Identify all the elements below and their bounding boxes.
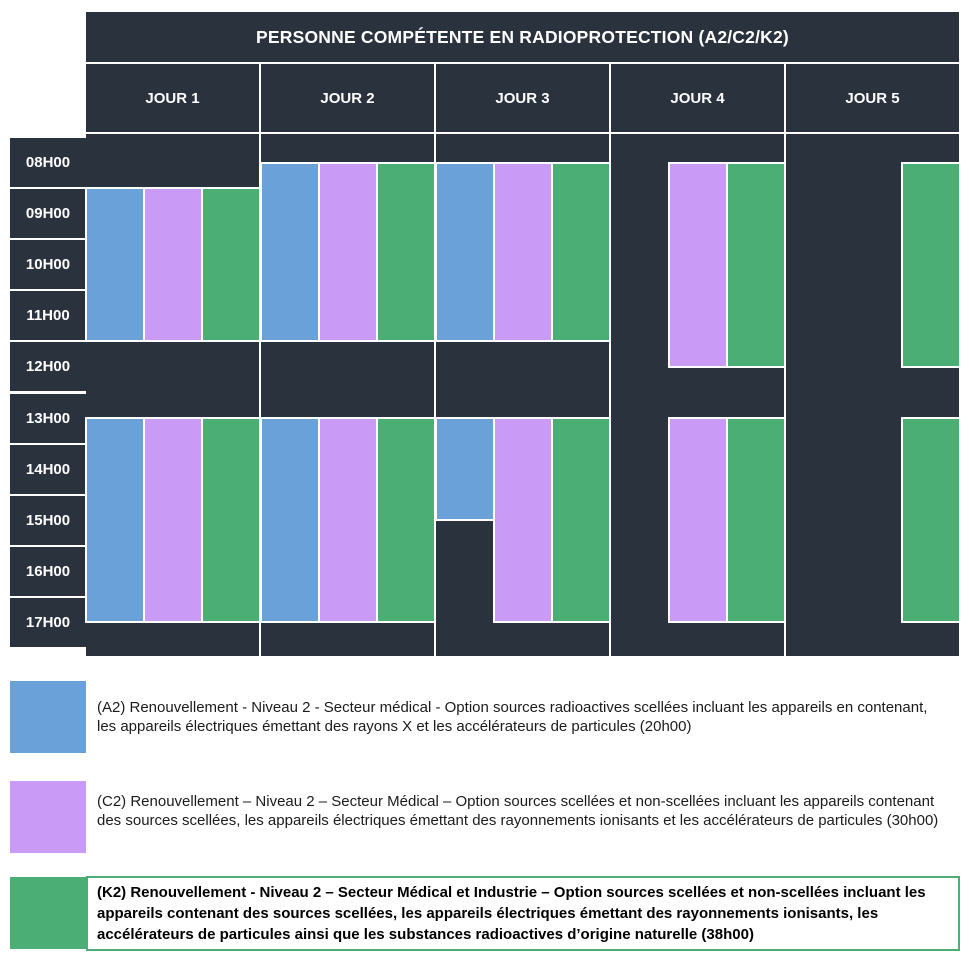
day-column-2 xyxy=(261,134,434,656)
time-cell-14h00: 14H00 xyxy=(10,445,86,494)
day-header-row: JOUR 1 JOUR 2 JOUR 3 JOUR 4 JOUR 5 xyxy=(86,64,959,132)
session-bar-k2-day5-pm xyxy=(903,419,959,622)
session-bar-c2-day3-am xyxy=(495,163,551,341)
session-bar-k2-day3-am xyxy=(553,163,609,341)
time-cell-13h00: 13H00 xyxy=(10,394,86,443)
session-bar-c2-day1-pm xyxy=(145,419,201,622)
time-cell-08h00: 08H00 xyxy=(10,138,86,187)
session-bar-a2-day2-am xyxy=(262,163,318,341)
schedule-grid xyxy=(86,134,959,656)
legend-section: (A2) Renouvellement - Niveau 2 - Secteur… xyxy=(0,660,969,965)
legend-swatch-c2 xyxy=(10,781,86,853)
session-bar-k2-day4-pm xyxy=(728,419,784,622)
session-bar-a2-day1-pm xyxy=(87,419,143,622)
session-bar-c2-day1-am xyxy=(145,189,201,341)
session-bar-k2-day4-am xyxy=(728,163,784,366)
session-bar-k2-day5-am xyxy=(903,163,959,366)
session-bar-k2-day1-pm xyxy=(203,419,259,622)
time-cell-10h00: 10H00 xyxy=(10,240,86,289)
day-header-cell-2: JOUR 2 xyxy=(261,64,434,132)
time-cell-12h00: 12H00 xyxy=(10,342,86,391)
legend-text-a2: (A2) Renouvellement - Niveau 2 - Secteur… xyxy=(97,699,928,735)
time-cell-16h00: 16H00 xyxy=(10,547,86,596)
time-cell-15h00: 15H00 xyxy=(10,496,86,545)
legend-text-c2: (C2) Renouvellement – Niveau 2 – Secteur… xyxy=(97,793,939,829)
session-bar-k2-day2-am xyxy=(378,163,434,341)
legend-swatch-a2 xyxy=(10,681,86,753)
session-bar-k2-day1-am xyxy=(203,189,259,341)
time-column: 08H00 09H00 10H00 11H00 12H00 13H00 14H00 15H00… xyxy=(10,138,86,650)
day-column-4 xyxy=(611,134,784,656)
day-column-1 xyxy=(86,134,259,656)
legend-text-k2: (K2) Renouvellement - Niveau 2 – Secteur… xyxy=(97,884,926,943)
session-bar-a2-day2-pm xyxy=(262,419,318,622)
time-cell-11h00: 11H00 xyxy=(10,291,86,340)
session-bar-a2-day3-am xyxy=(437,163,493,341)
session-bar-c2-day3-pm xyxy=(495,419,551,622)
session-bar-c2-day2-pm xyxy=(320,419,376,622)
day-column-3 xyxy=(436,134,609,656)
session-bar-a2-day3-pm xyxy=(437,419,493,520)
day-header-cell-3: JOUR 3 xyxy=(436,64,609,132)
session-bar-k2-day2-pm xyxy=(378,419,434,622)
legend-swatch-k2 xyxy=(10,877,86,949)
session-bar-k2-day3-pm xyxy=(553,419,609,622)
schedule-title-bar: PERSONNE COMPÉTENTE EN RADIOPROTECTION (… xyxy=(86,12,959,62)
day-header-cell-4: JOUR 4 xyxy=(611,64,784,132)
legend-box-k2: (K2) Renouvellement - Niveau 2 – Secteur… xyxy=(86,876,960,951)
day-header-cell-5: JOUR 5 xyxy=(786,64,959,132)
day-header-cell-1: JOUR 1 xyxy=(86,64,259,132)
session-bar-c2-day2-am xyxy=(320,163,376,341)
session-bar-c2-day4-pm xyxy=(670,419,726,622)
day-column-5 xyxy=(786,134,959,656)
session-bar-a2-day1-am xyxy=(87,189,143,341)
schedule-title: PERSONNE COMPÉTENTE EN RADIOPROTECTION (… xyxy=(256,26,789,47)
time-cell-09h00: 09H00 xyxy=(10,189,86,238)
session-bar-c2-day4-am xyxy=(670,163,726,366)
time-cell-17h00: 17H00 xyxy=(10,598,86,647)
